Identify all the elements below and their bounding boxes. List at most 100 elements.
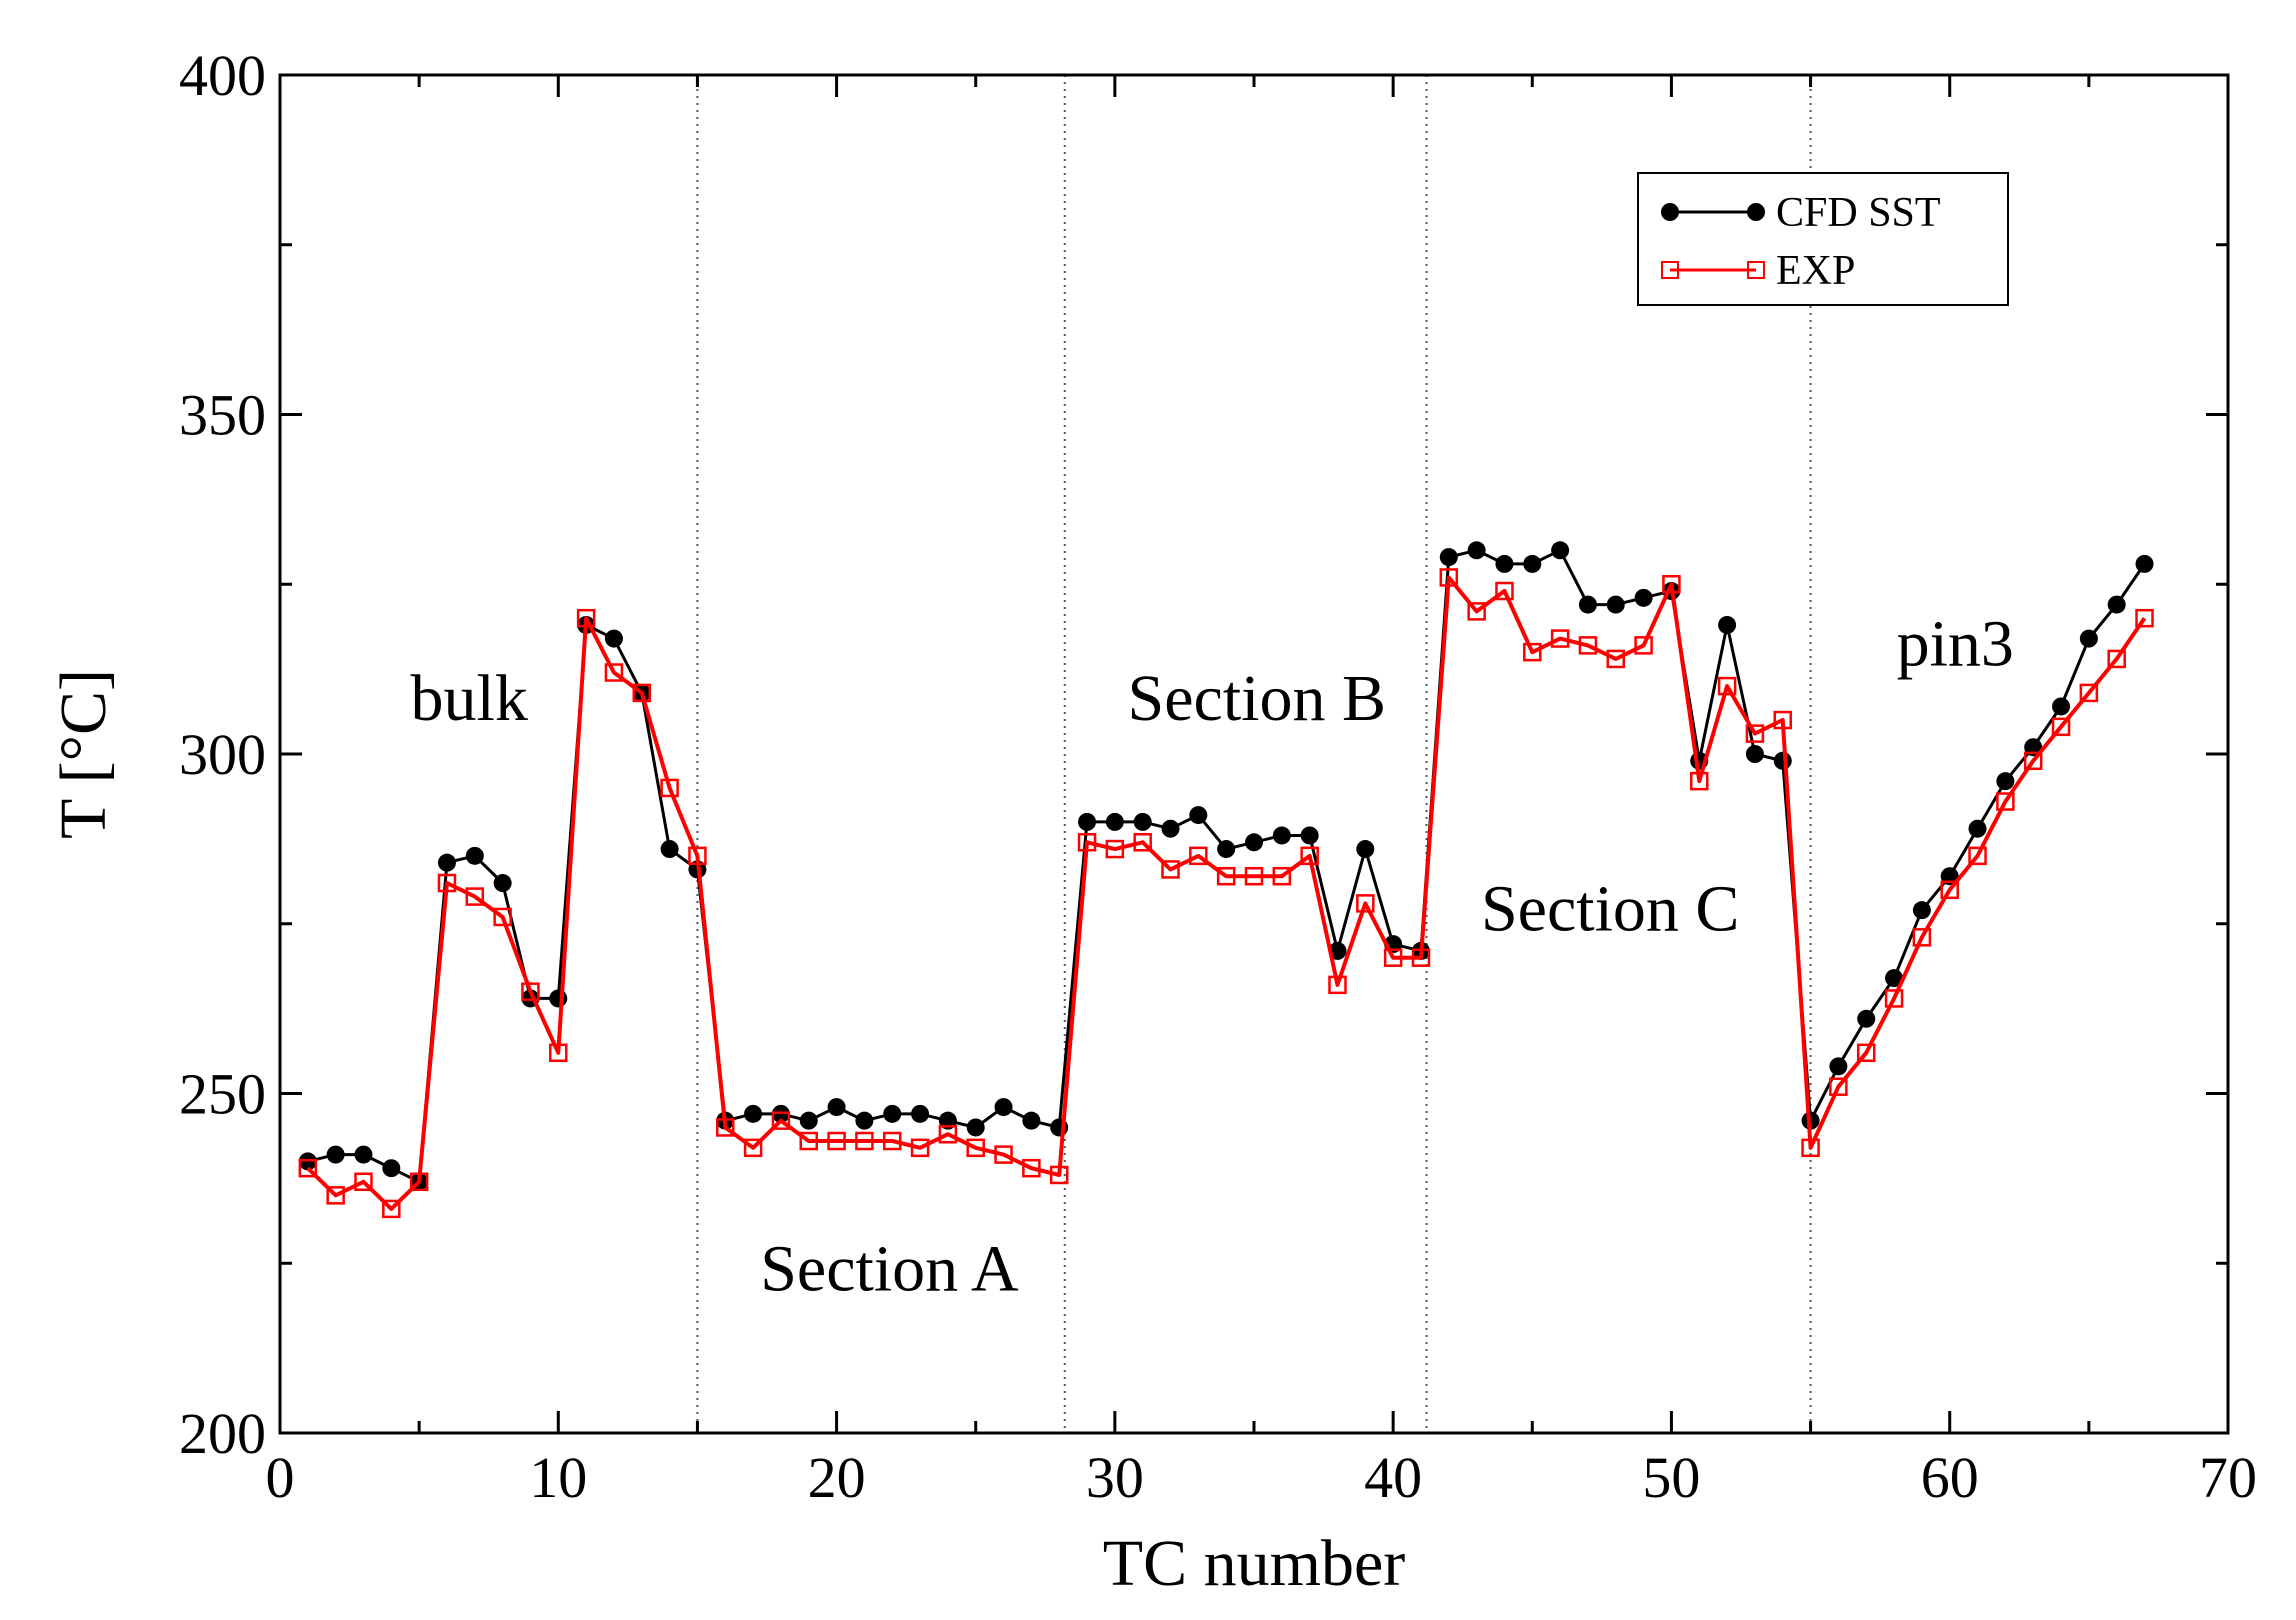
data-point-exp <box>743 1138 763 1158</box>
data-point-cfd-sst <box>827 1098 846 1117</box>
x-tick-label: 70 <box>2199 1445 2257 1510</box>
legend-label-exp: EXP <box>1776 248 1855 294</box>
data-point-exp <box>1495 581 1514 601</box>
section-separators <box>696 75 1812 1433</box>
data-point-exp <box>855 1131 874 1151</box>
legend-marker-cfd-sst <box>1661 203 1679 221</box>
data-point-exp <box>1328 975 1347 995</box>
data-point-cfd-sst <box>1078 812 1097 831</box>
annotation-section-b: Section B <box>1128 662 1387 735</box>
data-point-cfd-sst <box>326 1145 345 1164</box>
data-point-exp <box>882 1131 902 1151</box>
data-point-cfd-sst <box>1217 840 1236 859</box>
data-point-cfd-sst <box>1996 772 2015 791</box>
data-point-cfd-sst <box>911 1104 930 1123</box>
data-point-exp <box>688 846 707 866</box>
data-point-exp <box>2107 649 2126 669</box>
data-point-cfd-sst <box>1300 826 1319 845</box>
legend-marker-exp <box>1661 261 1679 279</box>
data-point-exp <box>2051 717 2071 737</box>
data-point-exp <box>1662 575 1681 594</box>
data-point-exp <box>1383 948 1403 967</box>
data-point-exp <box>1634 636 1653 655</box>
data-point-exp <box>827 1131 846 1151</box>
data-point-cfd-sst <box>1968 819 1987 838</box>
data-point-exp <box>521 982 540 1001</box>
x-tick-label: 10 <box>529 1445 587 1510</box>
data-point-exp <box>1356 894 1375 913</box>
data-point-exp <box>1161 860 1180 879</box>
data-point-cfd-sst <box>855 1111 874 1130</box>
y-tick-label: 250 <box>179 1062 266 1127</box>
x-tick-label: 50 <box>1642 1445 1700 1510</box>
data-point-cfd-sst <box>437 853 456 872</box>
annotations: bulk Section A Section B Section C pin3 <box>411 608 2014 1306</box>
data-point-cfd-sst <box>744 1104 763 1123</box>
data-point-cfd-sst <box>1439 548 1458 567</box>
data-point-cfd-sst <box>1022 1111 1041 1130</box>
series-line-exp <box>306 575 2147 1211</box>
data-point-cfd-sst <box>1356 840 1375 859</box>
data-point-cfd-sst <box>1495 554 1514 573</box>
data-point-exp <box>326 1186 345 1205</box>
data-point-exp <box>1272 866 1292 886</box>
data-point-exp <box>2135 608 2154 628</box>
data-point-exp <box>1745 724 1765 743</box>
x-axis-title: TC number <box>1103 1527 1405 1600</box>
data-point-exp <box>604 663 624 682</box>
data-point-exp <box>437 873 457 893</box>
data-point-exp <box>1968 846 1987 866</box>
data-point-exp <box>1578 636 1598 655</box>
data-point-exp <box>716 1118 735 1137</box>
x-tick-label: 30 <box>1086 1445 1144 1510</box>
data-point-exp <box>1022 1158 1041 1178</box>
data-point-exp <box>1773 710 1792 730</box>
x-tick-label: 60 <box>1921 1445 1979 1510</box>
data-point-exp <box>1550 629 1570 648</box>
data-point-exp <box>493 907 512 927</box>
data-point-cfd-sst <box>1606 595 1625 614</box>
data-point-exp <box>576 608 596 628</box>
x-tick-label: 20 <box>808 1445 866 1510</box>
data-point-exp <box>1105 839 1125 859</box>
data-point-exp <box>938 1124 958 1144</box>
data-point-cfd-sst <box>382 1159 401 1178</box>
legend: CFD SST EXP <box>1637 172 2009 306</box>
legend-marker-cfd-sst <box>1747 203 1765 221</box>
data-point-cfd-sst <box>1829 1057 1848 1076</box>
data-point-cfd-sst <box>1189 806 1208 825</box>
data-point-cfd-sst <box>1634 588 1653 607</box>
data-point-cfd-sst <box>966 1118 985 1137</box>
annotation-section-a: Section A <box>760 1232 1019 1305</box>
data-point-cfd-sst <box>1745 745 1764 763</box>
series-layer <box>298 541 2154 1219</box>
y-tick-label: 200 <box>179 1401 266 1466</box>
data-point-cfd-sst <box>1161 819 1180 838</box>
tick-labels: 0 10 20 30 40 50 60 70 200 250 300 350 400 <box>179 43 2257 1510</box>
annotation-section-c: Section C <box>1481 873 1740 946</box>
data-point-cfd-sst <box>2052 697 2071 716</box>
data-point-exp <box>660 778 679 798</box>
data-point-exp <box>1606 649 1626 669</box>
legend-marker-exp <box>1747 261 1765 279</box>
data-point-cfd-sst <box>604 629 623 648</box>
data-point-cfd-sst <box>1105 812 1124 831</box>
data-point-exp <box>1801 1138 1820 1158</box>
data-point-exp <box>1411 948 1431 967</box>
annotation-pin3: pin3 <box>1897 608 2014 681</box>
data-point-cfd-sst <box>2135 554 2154 573</box>
data-point-exp <box>2079 683 2099 703</box>
data-point-exp <box>1244 866 1264 886</box>
legend-box <box>1637 172 2009 306</box>
legend-label-cfd-sst: CFD SST <box>1776 190 1941 236</box>
y-tick-label: 350 <box>179 383 266 448</box>
data-point-exp <box>1884 989 1904 1008</box>
data-point-exp <box>549 1043 568 1063</box>
data-point-exp <box>1940 880 1959 900</box>
data-point-cfd-sst <box>1912 901 1931 920</box>
data-point-cfd-sst <box>1551 541 1570 560</box>
data-point-exp <box>1996 792 2015 811</box>
y-tick-label: 400 <box>179 43 266 108</box>
plot-frame <box>278 73 2230 1435</box>
